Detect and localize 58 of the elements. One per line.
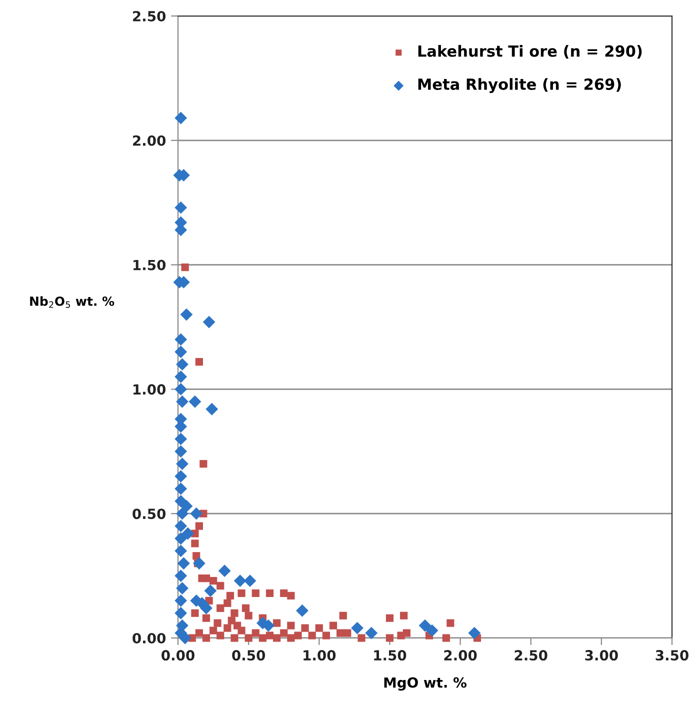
x-tick-label: 3.50: [656, 650, 688, 661]
point: [244, 574, 256, 587]
point: [206, 402, 218, 416]
x-tick-label: 2.50: [514, 650, 548, 661]
point: [174, 201, 188, 214]
legend-label: Meta Rhyolite (n = 269): [418, 78, 621, 94]
point: [468, 626, 481, 640]
point: [192, 557, 206, 570]
legend-label: Lakehurst Ti ore (n = 290): [418, 45, 642, 59]
point: [174, 346, 188, 358]
point: [174, 112, 188, 124]
y-tick-label: 0.50: [132, 508, 166, 520]
point: [174, 445, 188, 458]
x-tick-label: 1.00: [304, 650, 336, 661]
point: [174, 482, 188, 495]
point: [174, 370, 188, 383]
point: [234, 574, 246, 587]
point: [177, 557, 190, 570]
x-tick-label: 3.00: [585, 650, 618, 661]
x-axis-title: MgO wt. %: [384, 677, 467, 691]
point: [174, 382, 188, 396]
point: [190, 507, 203, 520]
point: [202, 316, 216, 328]
x-tick-label: 2.00: [444, 650, 477, 661]
point: [365, 626, 378, 640]
point: [174, 333, 188, 346]
point: [176, 395, 188, 408]
point: [176, 582, 188, 594]
point: [176, 507, 188, 520]
x-tick-label: 1.50: [374, 650, 406, 661]
point: [174, 570, 188, 582]
point: [174, 532, 188, 545]
point: [418, 619, 432, 632]
y-tick-label: 1.50: [133, 260, 166, 270]
point: [218, 564, 231, 578]
x-tick-label: 0.50: [232, 650, 266, 661]
point: [204, 584, 217, 597]
point: [176, 458, 188, 470]
y-tick-label: 1.00: [133, 384, 166, 395]
point: [174, 594, 188, 607]
point: [174, 544, 188, 558]
point: [182, 527, 194, 540]
x-tick-label: 0.00: [162, 650, 194, 661]
point: [180, 500, 193, 512]
point: [174, 432, 188, 446]
point: [188, 395, 202, 408]
point: [174, 470, 188, 482]
point: [174, 520, 188, 532]
point: [351, 622, 364, 634]
y-tick-label: 2.00: [133, 135, 166, 146]
point: [296, 604, 308, 617]
y-tick-label: 0.00: [132, 632, 166, 644]
point: [180, 308, 193, 321]
y-axis-title: Nb$_{2}$O$_{5}$ wt. %: [30, 296, 114, 308]
point: [174, 606, 188, 620]
y-tick-label: 2.50: [133, 10, 166, 22]
point: [426, 624, 438, 637]
point: [176, 358, 188, 371]
